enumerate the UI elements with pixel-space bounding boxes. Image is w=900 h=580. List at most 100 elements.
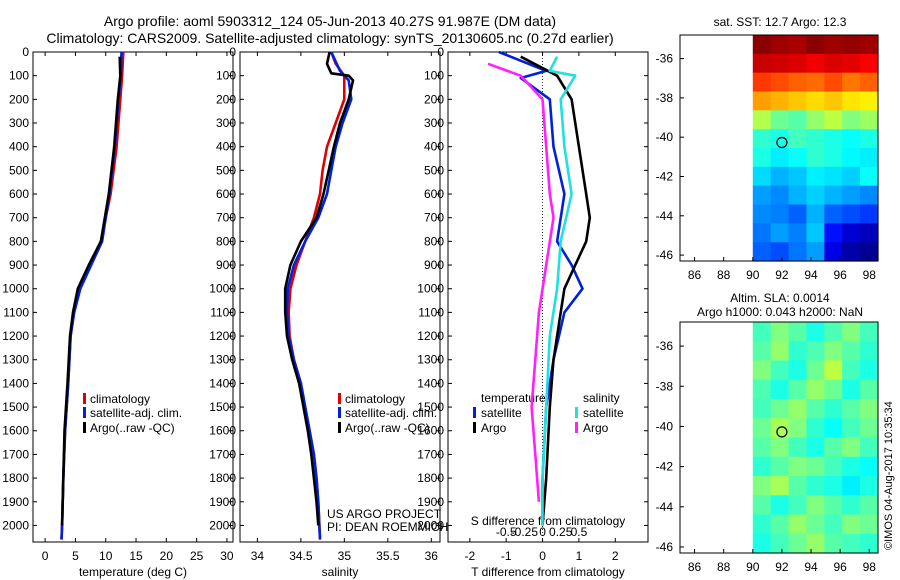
map-cell — [824, 533, 843, 554]
y-tick-label: 500 — [424, 163, 444, 177]
y-tick-label: 2000 — [417, 518, 444, 532]
map-cell — [806, 514, 825, 535]
map-cell — [860, 322, 879, 342]
series-line-salinity-satellite — [541, 56, 577, 526]
map-cell — [860, 437, 879, 458]
map-cell — [770, 495, 790, 516]
map-cell — [752, 223, 772, 243]
y-tick-label: 200 — [424, 92, 444, 106]
map-cell — [806, 322, 825, 342]
map-cell — [806, 35, 825, 55]
map-cell — [788, 322, 808, 342]
map-cell — [788, 437, 808, 458]
map-cell — [860, 456, 879, 477]
map-cell — [806, 129, 825, 149]
y-tick-label: 1300 — [209, 353, 236, 367]
y-tick-label: 1200 — [209, 329, 236, 343]
y-tick-label: 1000 — [2, 282, 29, 296]
map-cell — [842, 242, 861, 262]
map-cell — [752, 53, 772, 74]
map-cell — [788, 148, 808, 168]
y-tick-label: 1900 — [2, 495, 29, 509]
map-cell — [752, 533, 772, 554]
map-cell — [860, 223, 879, 243]
map-cell — [842, 399, 861, 419]
map-cell — [860, 204, 879, 224]
map-cell — [770, 72, 790, 93]
y-tick-label: 900 — [9, 258, 29, 272]
map-cell — [788, 110, 808, 130]
map-cell — [806, 533, 825, 554]
secondary-x-tick-label: -0.25 — [511, 525, 539, 539]
y-tick-label: 0 — [229, 45, 236, 59]
sla-map-title: Altim. SLA: 0.0014 — [730, 291, 830, 305]
map-cell — [788, 399, 808, 419]
map-cell — [770, 514, 790, 535]
temperature-legend: climatology satellite-adj. clim. Argo(..… — [83, 392, 182, 435]
map-cell — [806, 204, 825, 224]
y-tick-label: 400 — [216, 140, 236, 154]
map-cell — [842, 341, 861, 362]
map-cell — [860, 399, 879, 419]
y-tick-label: 300 — [9, 116, 29, 130]
temperature-panel: temperature (deg C) climatology satellit… — [2, 45, 234, 579]
map-cell — [860, 91, 879, 111]
map-cell — [824, 166, 843, 187]
y-tick-label: 200 — [216, 92, 236, 106]
sla-map-subtitle: Argo h1000: 0.043 h2000: NaN — [697, 305, 863, 319]
series-line-satellite-adj-clim- — [285, 51, 353, 540]
map-cell — [806, 223, 825, 243]
series-line-satellite-adj-clim- — [60, 51, 123, 540]
map-cell — [860, 476, 879, 496]
map-cell — [824, 91, 843, 111]
map-cell — [842, 148, 861, 168]
legend-label-argo: Argo(..raw -QC) — [345, 421, 430, 435]
map-cell — [752, 204, 772, 224]
map-cell — [752, 35, 772, 55]
y-tick-label: -46 — [656, 540, 674, 554]
argo-location-marker — [776, 426, 788, 438]
legend-label-satellite: satellite-adj. clim. — [90, 406, 182, 420]
map-cell — [860, 185, 879, 206]
map-cell — [842, 514, 861, 535]
map-cell — [806, 185, 825, 206]
legend-swatch-argo — [338, 422, 341, 433]
map-cell — [752, 360, 772, 381]
x-tick-label: 88 — [717, 560, 731, 574]
y-tick-label: 1200 — [2, 329, 29, 343]
map-cell — [770, 166, 790, 187]
y-tick-label: -44 — [656, 209, 674, 223]
y-tick-label: -44 — [656, 500, 674, 514]
map-cell — [806, 379, 825, 400]
y-tick-label: 700 — [216, 211, 236, 225]
map-cell — [842, 360, 861, 381]
salinity-axes-frame — [239, 51, 441, 543]
map-cell — [824, 514, 843, 535]
temperature-axes-frame — [32, 51, 234, 543]
y-tick-label: 1900 — [417, 495, 444, 509]
map-cell — [770, 223, 790, 243]
map-cell — [842, 437, 861, 458]
y-tick-label: 1800 — [2, 471, 29, 485]
y-tick-label: 700 — [9, 211, 29, 225]
y-tick-label: -38 — [656, 91, 674, 105]
map-cell — [806, 399, 825, 419]
map-cell — [824, 360, 843, 381]
map-cell — [770, 242, 790, 262]
y-tick-label: 1000 — [417, 282, 444, 296]
map-cell — [770, 456, 790, 477]
map-cell — [788, 72, 808, 93]
map-cell — [860, 110, 879, 130]
map-cell — [788, 341, 808, 362]
series-line-temperature-satellite — [498, 50, 584, 526]
y-tick-label: 300 — [424, 116, 444, 130]
map-cell — [788, 514, 808, 535]
map-cell — [860, 379, 879, 400]
map-cell — [770, 437, 790, 458]
map-cell — [788, 204, 808, 224]
map-cell — [752, 495, 772, 516]
x-tick-label: 10 — [99, 549, 113, 563]
series-line-salinity-argo — [487, 62, 555, 502]
map-cell — [860, 418, 879, 439]
y-tick-label: 600 — [9, 187, 29, 201]
